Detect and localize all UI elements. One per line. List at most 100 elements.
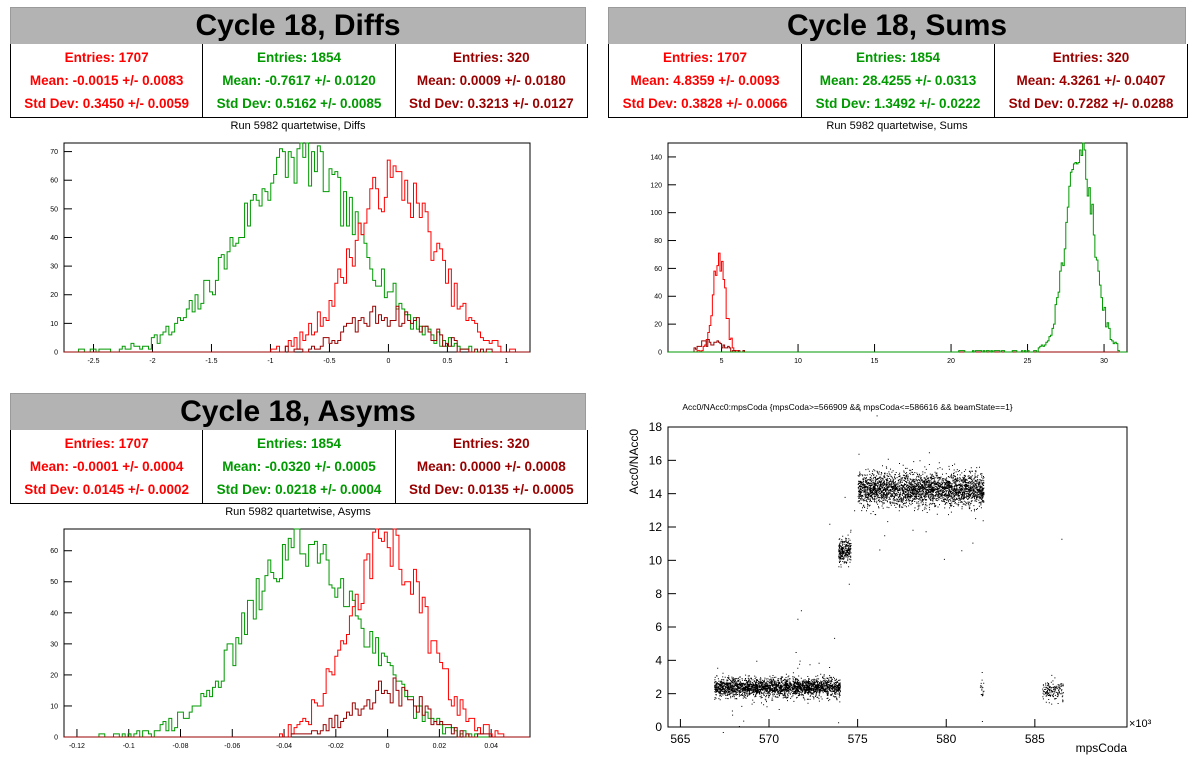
asyms-stats-green: Entries: 1854 Mean: -0.0320 +/- 0.0005 S… [203, 430, 396, 503]
y-tick-label: 40 [654, 294, 662, 301]
y-tick-label: 50 [50, 206, 58, 213]
y-tick-label: 50 [50, 579, 58, 586]
y-tick-label: 10 [50, 703, 58, 710]
y-tick-label: 30 [50, 641, 58, 648]
stat-mean: Mean: -0.0320 +/- 0.0005 [222, 459, 376, 474]
x-tick-label: -0.04 [276, 743, 292, 750]
sums-plot-title: Run 5982 quartetwise, Sums [826, 120, 968, 132]
x-tick-label: 0 [386, 743, 390, 750]
asyms-plot-title: Run 5982 quartetwise, Asyms [225, 506, 371, 518]
asyms-histogram: -0.12 -0.1 -0.08 -0.06 -0.04 -0.02 0 0.02 0.04 0 1… [50, 528, 531, 750]
acc0-scatter-plot: 565 570 575 580 585 0 2 4 6 8 10 12 14 16 18 Acc0/NAcc0… [627, 402, 1152, 755]
x-tick-label: 565 [670, 732, 690, 746]
stat-mean: Mean: -0.0001 +/- 0.0004 [29, 459, 184, 474]
stat-std: Std Dev: 0.3213 +/- 0.0127 [408, 96, 574, 111]
y-tick-label: 60 [50, 548, 58, 555]
histogram-series-line [668, 142, 1127, 353]
y-tick-label: 10 [649, 554, 663, 568]
y-tick-label: 12 [649, 520, 663, 534]
y-tick-label: 4 [655, 654, 662, 668]
x-tick-label: 30 [1100, 358, 1108, 365]
stat-entries: Entries: 1854 [256, 50, 342, 65]
x-tick-label: -0.12 [69, 743, 85, 750]
y-tick-label: 120 [650, 182, 662, 189]
sums-header: Cycle 18, Sums [608, 7, 1186, 45]
histogram-series-line [64, 305, 530, 353]
plot-frame [63, 142, 531, 353]
y-tick-label: 8 [655, 587, 662, 601]
y-tick-label: 10 [50, 321, 58, 328]
stat-std: Std Dev: 0.7282 +/- 0.0288 [1008, 96, 1174, 111]
x-tick-label: -0.1 [123, 743, 135, 750]
stat-std: Std Dev: 0.5162 +/- 0.0085 [216, 96, 382, 111]
y-tick-label: 0 [54, 349, 58, 356]
y-tick-label: 0 [54, 734, 58, 741]
x-tick-label: -0.08 [173, 743, 189, 750]
stat-mean: Mean: 28.4255 +/- 0.0313 [819, 73, 977, 88]
stat-mean: Mean: 4.3261 +/- 0.0407 [1016, 73, 1166, 88]
x-axis-label: mpsCoda [1076, 741, 1128, 755]
x-tick-label: 0.5 [443, 358, 453, 365]
x-tick-label: -0.5 [323, 358, 335, 365]
x-tick-label: 1 [504, 358, 508, 365]
y-tick-label: 18 [649, 420, 663, 434]
scatter-title: Acc0/NAcc0:mpsCoda {mpsCoda>=566909 && m… [682, 402, 1012, 412]
y-tick-label: 0 [655, 720, 662, 734]
y-tick-label: 40 [50, 235, 58, 242]
stat-std: Std Dev: 0.3450 +/- 0.0059 [24, 96, 190, 111]
x-tick-label: 0 [386, 358, 390, 365]
y-tick-label: 14 [649, 487, 663, 501]
x-tick-label: -2 [149, 358, 155, 365]
x-tick-label: 20 [947, 358, 955, 365]
sums-stats-red: Entries: 1707 Mean: 4.8359 +/- 0.0093 St… [609, 44, 802, 117]
y-tick-label: 60 [654, 266, 662, 273]
y-tick-label: 20 [50, 672, 58, 679]
scatter-points [714, 408, 1064, 733]
diffs-stats-darkred: Entries: 320 Mean: 0.0009 +/- 0.0180 Std… [396, 44, 587, 117]
x-tick-label: 15 [871, 358, 879, 365]
histogram-series-line [64, 142, 530, 353]
stat-entries: Entries: 1707 [64, 50, 149, 65]
x-tick-label: -1.5 [205, 358, 217, 365]
y-tick-label: 40 [50, 610, 58, 617]
x-tick-label: 25 [1024, 358, 1032, 365]
stat-entries: Entries: 320 [453, 50, 530, 65]
plot-frame [667, 426, 1128, 728]
stat-std: Std Dev: 1.3492 +/- 0.0222 [815, 96, 981, 111]
x-tick-label: -0.02 [328, 743, 344, 750]
diffs-header: Cycle 18, Diffs [10, 7, 586, 45]
stat-entries: Entries: 1854 [256, 436, 342, 451]
stat-entries: Entries: 1854 [855, 50, 941, 65]
diffs-plot-title: Run 5982 quartetwise, Diffs [230, 120, 366, 132]
x-tick-label: 580 [936, 732, 956, 746]
y-tick-label: 2 [655, 687, 662, 701]
plot-frame [667, 142, 1128, 353]
stat-std: Std Dev: 0.0218 +/- 0.0004 [216, 482, 382, 497]
stat-mean: Mean: 4.8359 +/- 0.0093 [630, 73, 780, 88]
diffs-stats-red: Entries: 1707 Mean: -0.0015 +/- 0.0083 S… [11, 44, 204, 117]
y-tick-label: 6 [655, 620, 662, 634]
y-axis-label: Acc0/NAcc0 [627, 429, 641, 495]
diffs-stats-green: Entries: 1854 Mean: -0.7617 +/- 0.0120 S… [203, 44, 396, 117]
y-tick-label: 16 [649, 454, 663, 468]
y-tick-label: 30 [50, 264, 58, 271]
histogram-series-line [668, 252, 1127, 353]
histogram-series-line [64, 159, 530, 353]
stat-entries: Entries: 1707 [64, 436, 149, 451]
asyms-stats-red: Entries: 1707 Mean: -0.0001 +/- 0.0004 S… [11, 430, 204, 503]
stat-mean: Mean: 0.0000 +/- 0.0008 [416, 459, 566, 474]
stat-std: Std Dev: 0.0145 +/- 0.0002 [24, 482, 190, 497]
asyms-stats-box: Entries: 1707 Mean: -0.0001 +/- 0.0004 S… [10, 430, 588, 504]
sums-stats-green: Entries: 1854 Mean: 28.4255 +/- 0.0313 S… [802, 44, 995, 117]
x-tick-label: 0.02 [433, 743, 447, 750]
stat-entries: Entries: 320 [453, 436, 530, 451]
x-axis-multiplier: ×10³ [1129, 718, 1152, 730]
y-tick-label: 60 [50, 178, 58, 185]
x-tick-label: 575 [848, 732, 868, 746]
histogram-series-line [64, 677, 530, 738]
sums-stats-darkred: Entries: 320 Mean: 4.3261 +/- 0.0407 Std… [995, 44, 1187, 117]
stat-std: Std Dev: 0.0135 +/- 0.0005 [408, 482, 574, 497]
x-tick-label: 585 [1025, 732, 1045, 746]
stat-entries: Entries: 1707 [662, 50, 748, 65]
y-tick-label: 0 [658, 349, 662, 356]
